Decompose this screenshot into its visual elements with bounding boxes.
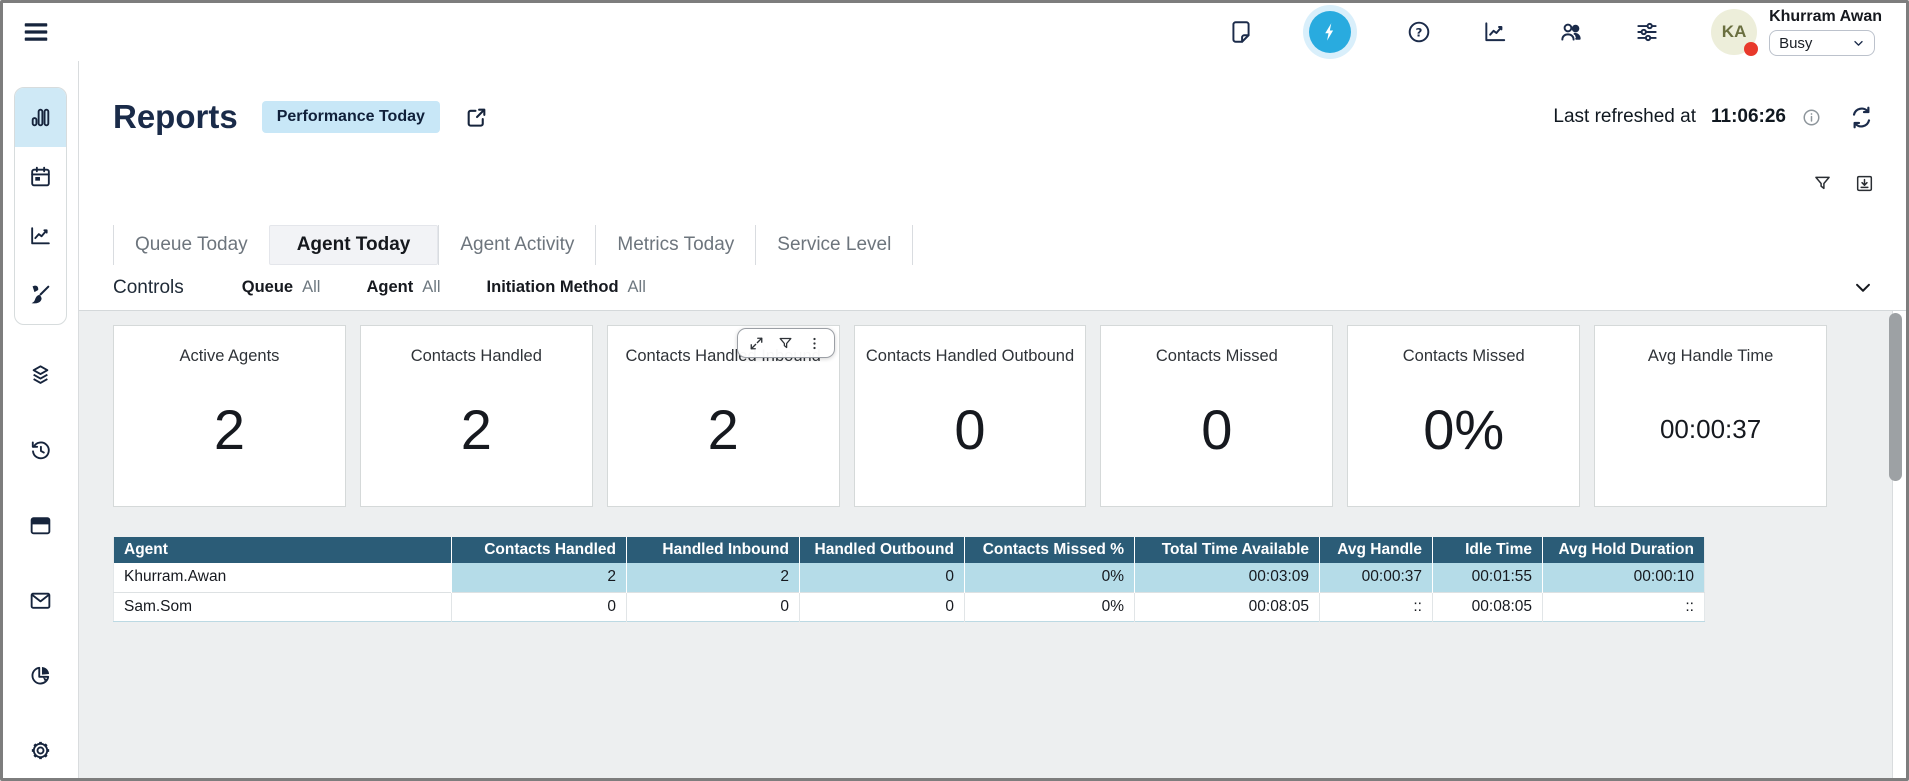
sidebar-item-reports[interactable]: [15, 88, 66, 147]
sidebar-item-mail[interactable]: [16, 574, 66, 626]
history-icon: [31, 440, 50, 459]
controls-title: Controls: [113, 276, 184, 298]
sidebar-item-history[interactable]: [16, 424, 66, 476]
chevron-down-icon: [1854, 40, 1863, 46]
line-chart-icon: [31, 227, 50, 245]
metric-cards-row: Active Agents 2 Contacts Handled 2 Conta…: [113, 325, 1828, 507]
bar-chart-icon: [31, 108, 50, 127]
agent-table: Agent Contacts Handled Handled Inbound H…: [113, 537, 1705, 622]
col-handled-outbound[interactable]: Handled Outbound: [799, 537, 965, 563]
quick-actions-halo: [1303, 5, 1358, 59]
filter-initiation-method[interactable]: Initiation Method All: [486, 278, 646, 296]
metric-card-active-agents[interactable]: Active Agents 2: [113, 325, 346, 507]
col-idle-time[interactable]: Idle Time: [1432, 537, 1543, 563]
col-avg-handle[interactable]: Avg Handle: [1319, 537, 1433, 563]
tab-agent-activity[interactable]: Agent Activity: [438, 225, 595, 265]
gear-icon: [31, 741, 50, 759]
tab-service-level[interactable]: Service Level: [755, 225, 914, 265]
sidebar-item-schedule[interactable]: [15, 147, 66, 206]
metric-card-contacts-handled[interactable]: Contacts Handled 2: [359, 325, 593, 507]
browser-window-icon: [30, 516, 51, 534]
sidebar-item-settings[interactable]: [16, 724, 66, 776]
col-total-time-available[interactable]: Total Time Available: [1134, 537, 1320, 563]
user-name: Khurram Awan: [1769, 8, 1882, 25]
avatar[interactable]: KA: [1711, 9, 1759, 56]
refreshed-label: Last refreshed at: [1553, 106, 1696, 127]
layers-icon: [32, 364, 49, 384]
topbar: ? KA Khurram Awan Busy: [3, 3, 1906, 61]
sidebar: [3, 61, 79, 778]
sidebar-item-design[interactable]: [15, 265, 66, 324]
status-select-value: Busy: [1779, 34, 1813, 52]
col-avg-hold-duration[interactable]: Avg Hold Duration: [1542, 537, 1705, 563]
filter-icon[interactable]: [777, 334, 795, 352]
sidebar-item-pie-reports[interactable]: [16, 649, 66, 701]
help-icon[interactable]: ?: [1405, 18, 1433, 46]
mail-icon: [30, 592, 51, 609]
scrollbar-thumb[interactable]: [1889, 313, 1902, 481]
page-title: Reports: [113, 98, 238, 135]
status-dot: [1744, 42, 1759, 56]
page-header: Reports Performance Today Last refreshed…: [79, 61, 1906, 163]
tab-agent-today[interactable]: Agent Today: [268, 225, 439, 265]
table-row[interactable]: Khurram.Awan 2 2 0 0% 00:03:09 00:00:37 …: [113, 563, 1705, 592]
table-row[interactable]: Sam.Som 0 0 0 0% 00:08:05 :: 00:08:05 ::: [113, 591, 1705, 621]
design-brush-icon: [31, 285, 50, 304]
preferences-icon[interactable]: [1633, 18, 1661, 46]
download-icon[interactable]: [1854, 172, 1876, 194]
tab-metrics-today[interactable]: Metrics Today: [595, 225, 755, 265]
main-content: Reports Performance Today Last refreshed…: [79, 61, 1906, 778]
panel-tools: [79, 163, 1906, 203]
metric-card-contacts-handled-outbound[interactable]: Contacts Handled Outbound 0: [853, 325, 1087, 507]
metric-card-contacts-missed-pct[interactable]: Contacts Missed 0%: [1347, 325, 1581, 507]
external-link-icon[interactable]: [464, 103, 492, 131]
info-icon[interactable]: [1801, 107, 1822, 128]
filter-queue[interactable]: Queue All: [241, 278, 321, 296]
hamburger-menu-icon[interactable]: [21, 17, 51, 47]
metric-card-contacts-handled-inbound[interactable]: Contacts Handled Inbound 2: [606, 325, 840, 507]
report-tabs: Queue Today Agent Today Agent Activity M…: [79, 225, 1906, 265]
notes-icon[interactable]: [1227, 18, 1255, 46]
quick-actions-bolt-icon[interactable]: [1309, 11, 1352, 53]
col-agent[interactable]: Agent: [113, 537, 452, 563]
status-select[interactable]: Busy: [1769, 30, 1876, 56]
sidebar-item-analytics[interactable]: [15, 206, 66, 265]
table-header-row: Agent Contacts Handled Handled Inbound H…: [113, 537, 1705, 563]
controls-collapse-chevron-icon[interactable]: [1852, 276, 1876, 300]
controls-row: Controls Queue All Agent All Initiation …: [79, 265, 1906, 311]
user-block: KA Khurram Awan Busy: [1711, 8, 1882, 56]
kebab-menu-icon[interactable]: [806, 334, 824, 352]
refreshed-time: 11:06:26: [1710, 106, 1786, 127]
directory-icon[interactable]: [1557, 18, 1585, 46]
refresh-icon[interactable]: [1849, 104, 1876, 131]
filter-icon[interactable]: [1812, 172, 1834, 194]
metric-card-contacts-missed[interactable]: Contacts Missed 0: [1100, 325, 1334, 507]
sidebar-item-browser[interactable]: [16, 499, 66, 551]
sidebar-item-layers[interactable]: [16, 349, 66, 401]
metrics-icon[interactable]: [1481, 18, 1509, 46]
col-contacts-handled[interactable]: Contacts Handled: [451, 537, 627, 563]
refresh-area: Last refreshed at 11:06:26: [1553, 104, 1876, 131]
filter-agent[interactable]: Agent All: [366, 278, 441, 296]
sidebar-nav-group: [14, 87, 67, 325]
report-canvas: Active Agents 2 Contacts Handled 2 Conta…: [79, 311, 1902, 778]
metric-card-avg-handle-time[interactable]: Avg Handle Time 00:00:37: [1594, 325, 1828, 507]
pie-chart-icon: [31, 666, 50, 684]
avatar-initials: KA: [1721, 22, 1747, 41]
card-hover-toolbar: [736, 328, 835, 358]
calendar-icon: [31, 166, 50, 187]
expand-icon[interactable]: [748, 334, 766, 352]
col-handled-inbound[interactable]: Handled Inbound: [626, 537, 800, 563]
col-contacts-missed-pct[interactable]: Contacts Missed %: [964, 537, 1135, 563]
report-badge: Performance Today: [261, 101, 440, 133]
tab-queue-today[interactable]: Queue Today: [113, 225, 269, 265]
svg-text:?: ?: [1416, 25, 1423, 39]
